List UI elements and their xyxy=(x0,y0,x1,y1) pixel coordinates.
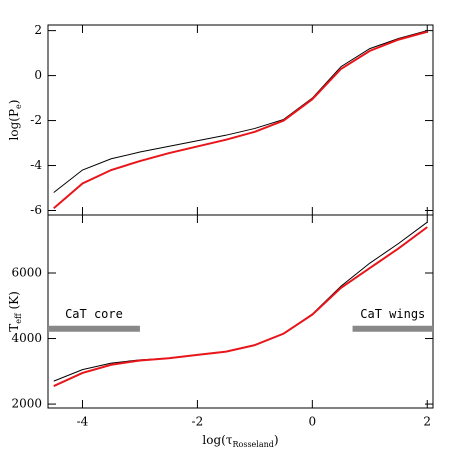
axis-label-subscript: Rosseland xyxy=(233,440,274,449)
axis-label-part: T xyxy=(7,324,21,332)
axis-label-subscript: e xyxy=(14,104,23,109)
axis-label-part: ) xyxy=(7,100,21,105)
axis-label-part: log(τ xyxy=(202,433,232,447)
plot-frame xyxy=(47,24,434,216)
annotation-text: CaT core xyxy=(65,307,123,321)
axis-label: log(Pe) xyxy=(7,100,23,141)
axis-label-subscript: eff xyxy=(14,312,23,324)
y-tick-label: 0 xyxy=(34,68,42,82)
series-line xyxy=(53,30,428,210)
x-tick-label: -2 xyxy=(192,415,204,429)
y-tick-label: 2 xyxy=(34,23,42,37)
series-line xyxy=(53,226,428,387)
x-tick-label: 2 xyxy=(423,415,431,429)
series-line xyxy=(53,221,428,382)
y-tick-label: 4000 xyxy=(11,331,42,345)
axis-label-part: ) xyxy=(274,433,279,447)
series-line xyxy=(53,30,428,193)
y-tick-label: 2000 xyxy=(11,397,42,411)
x-tick-label: 0 xyxy=(309,415,317,429)
axis-label: Teff (K) xyxy=(7,291,23,332)
y-tick-label: 6000 xyxy=(11,265,42,279)
axis-label-part: (K) xyxy=(7,291,21,313)
axis-label-part: log(P xyxy=(7,109,21,141)
y-tick-label: -6 xyxy=(30,203,42,217)
axis-label: log(τRosseland) xyxy=(202,433,278,449)
y-tick-label: -2 xyxy=(30,113,42,127)
plot-frame xyxy=(47,214,434,409)
annotation-text: CaT wings xyxy=(360,307,425,321)
y-tick-label: -4 xyxy=(30,158,42,172)
x-tick-label: -4 xyxy=(77,415,89,429)
